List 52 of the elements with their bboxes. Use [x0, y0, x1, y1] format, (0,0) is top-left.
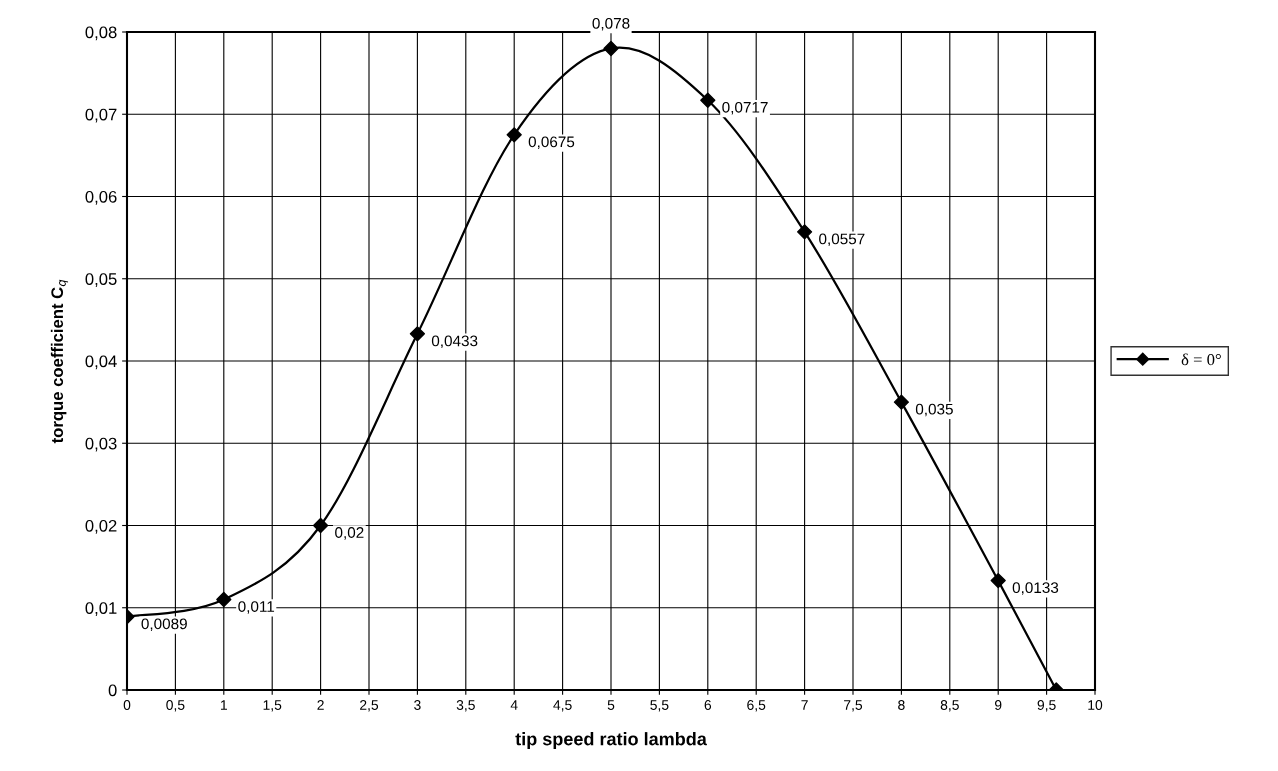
x-tick-label: 4,5	[553, 700, 572, 712]
x-tick-label: 6	[704, 700, 712, 710]
x-tick-label: 5	[607, 700, 615, 710]
x-tick-label: 10	[1088, 700, 1103, 710]
x-tick-label: 9,5	[1037, 700, 1056, 712]
x-tick-label: 9	[994, 700, 1002, 710]
x-tick-label: 1,5	[263, 700, 282, 712]
data-label: 0,0557	[819, 233, 865, 247]
x-tick-label: 3,5	[456, 700, 475, 712]
point	[312, 517, 329, 534]
x-tick-label: 4	[510, 700, 518, 710]
point	[796, 224, 813, 240]
point	[506, 127, 522, 143]
x-tick-label: 3	[414, 700, 421, 710]
x-tick-label: 8,5	[940, 700, 959, 712]
x-tick-label: 5,5	[650, 700, 669, 712]
point	[603, 40, 619, 57]
data-label: 0,0433	[431, 335, 478, 349]
point	[893, 394, 910, 410]
x-tick-label: 1	[221, 700, 227, 710]
data-label: 0,078	[592, 17, 630, 31]
y-tick-label: 0,08	[85, 26, 117, 41]
x-tick-label: 0	[123, 700, 131, 710]
x-tick-label: 0,5	[166, 700, 185, 712]
legend-label: δ = 0°	[1181, 353, 1221, 366]
y-tick-label: 0,07	[85, 108, 117, 123]
y-axis-title: torque coefficient C$_{q}$	[50, 279, 69, 444]
data-label: 0,02	[335, 527, 364, 540]
x-axis-title: tip speed ratio lambda	[515, 732, 707, 749]
data-label: 0,0089	[141, 618, 187, 632]
point	[216, 591, 232, 608]
y-tick-label: 0,03	[85, 437, 117, 452]
x-tick-label: 2,5	[360, 700, 379, 712]
y-tick-label: 0,02	[85, 519, 117, 534]
x-tick-label: 6,5	[747, 700, 766, 712]
data-label: 0,011	[238, 601, 275, 614]
point	[409, 326, 426, 342]
y-tick-label: 0	[108, 684, 117, 697]
data-label: 0,0675	[528, 136, 575, 150]
point	[700, 92, 716, 108]
x-tick-label: 7	[801, 700, 808, 710]
data-label: 0,035	[915, 403, 953, 417]
data-label: 0,0717	[722, 101, 768, 115]
data-label: 0,0133	[1012, 582, 1059, 595]
y-tick-label: 0,04	[85, 355, 117, 370]
x-tick-label: 2	[317, 700, 324, 710]
x-tick-label: 8	[898, 700, 905, 710]
y-tick-label: 0,05	[85, 273, 117, 287]
point	[990, 572, 1006, 589]
y-tick-label: 0,06	[85, 190, 117, 205]
x-tick-label: 7,5	[844, 700, 863, 712]
y-tick-label: 0,01	[85, 602, 117, 616]
